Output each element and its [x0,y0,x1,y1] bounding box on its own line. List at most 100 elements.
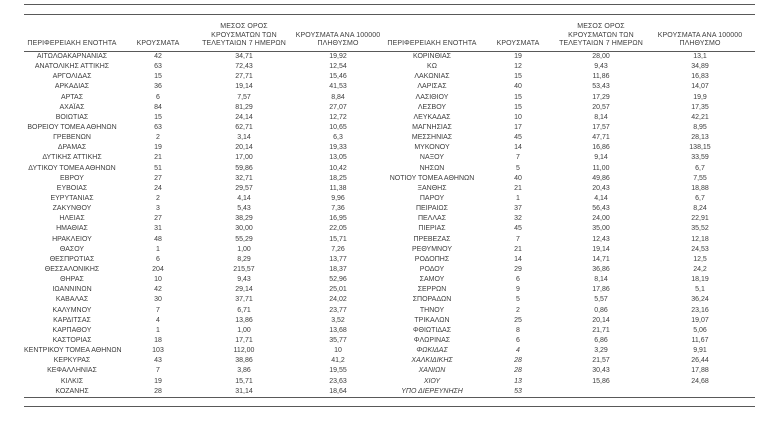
header-avg7-line3: ΤΕΛΕΥΤΑΙΩΝ 7 ΗΜΕΡΩΝ [202,40,286,48]
header-per100k-line1: ΚΡΟΥΣΜΑΤΑ ΑΝΑ 100000 [657,31,743,39]
region-name-cell: ΦΩΚΙΔΑΣ [416,347,448,355]
avg7-cell: 6,71 [237,306,251,314]
per100k-cell: 16,95 [329,215,347,223]
cases-cell: 24 [154,184,162,192]
avg7-cell: 20,14 [592,316,610,324]
region-name-cell: ΚΕΦΑΛΛΗΝΙΑΣ [47,367,97,375]
header-per100k-line2: ΠΛΗΘΥΣΜΟ [679,40,721,48]
avg7-cell: 9,14 [594,154,608,162]
avg7-cell: 8,14 [594,113,608,121]
cases-cell: 19 [154,377,162,385]
per100k-cell: 19,9 [693,93,707,101]
cases-cell: 10 [154,276,162,284]
region-name-cell: ΚΕΡΚΥΡΑΣ [53,357,91,365]
avg7-cell: 36,86 [592,265,610,273]
region-name-cell: ΦΛΩΡΙΝΑΣ [413,336,451,344]
region-name-cell: ΚΕΝΤΡΙΚΟΥ ΤΟΜΕΑ ΑΘΗΝΩΝ [24,347,122,355]
header-avg7-right: ΜΕΣΟΣ ΟΡΟΣ ΚΡΟΥΣΜΑΤΩΝ ΤΩΝ ΤΕΛΕΥΤΑΙΩΝ 7 Η… [556,23,646,51]
avg7-cell: 3,14 [237,134,251,142]
region-name-cell: ΠΕΛΛΑΣ [417,215,447,223]
per100k-cell: 19,07 [691,316,709,324]
per100k-cell: 6,7 [695,164,705,172]
avg7-cell: 37,71 [235,296,253,304]
cases-cell: 2 [156,194,160,202]
avg7-cell: 3,86 [237,367,251,375]
header-per100k-left: ΚΡΟΥΣΜΑΤΑ ΑΝΑ 100000 ΠΛΗΘΥΣΜΟ [292,32,384,51]
avg7-cell: 55,29 [235,235,253,243]
region-name-cell: ΡΕΘΥΜΝΟΥ [411,245,452,253]
cases-cell: 15 [154,73,162,81]
header-avg7-line3: ΤΕΛΕΥΤΑΙΩΝ 7 ΗΜΕΡΩΝ [559,40,643,48]
region-name-cell: ΤΗΝΟΥ [419,306,445,314]
per100k-cell: 19,92 [329,53,347,60]
avg7-cell: 15,86 [592,377,610,385]
avg7-cell: 21,71 [592,326,610,334]
header-region-label: ΠΕΡΙΦΕΡΕΙΑΚΗ ΕΝΟΤΗΤΑ [27,40,117,48]
avg7-cell: 9,43 [237,276,251,284]
region-name-cell: ΑΝΑΤΟΛΙΚΗΣ ΑΤΤΙΚΗΣ [34,63,110,71]
per100k-cell: 3,52 [331,316,345,324]
cases-cell: 15 [514,103,522,111]
avg7-cell: 27,71 [235,73,253,81]
cases-cell: 2 [516,306,520,314]
avg7-cell: 3,29 [594,347,608,355]
header-cases-label: ΚΡΟΥΣΜΑΤΑ [496,40,540,48]
avg7-cell: 62,71 [235,123,253,131]
per100k-cell: 18,19 [691,276,709,284]
cases-cell: 15 [514,73,522,81]
region-name-cell: ΛΑΚΩΝΙΑΣ [414,73,450,81]
cases-cell: 7 [516,235,520,243]
cases-cell: 48 [154,235,162,243]
avg7-cell: 28,00 [592,53,610,60]
avg7-cell: 24,14 [235,113,253,121]
cases-cell: 12 [514,63,522,71]
avg7-cell: 29,57 [235,184,253,192]
avg7-cell: 11,86 [592,73,610,81]
region-name-cell: ΠΑΡΟΥ [419,194,445,202]
cases-cell: 204 [152,265,164,273]
region-name-cell: ΗΡΑΚΛΕΙΟΥ [52,235,92,243]
region-name-cell: ΠΡΕΒΕΖΑΣ [413,235,451,243]
avg7-cell: 56,43 [592,205,610,213]
region-name-cell: ΖΑΚΥΝΘΟΥ [52,205,92,213]
cases-cell: 45 [514,134,522,142]
avg7-cell: 8,14 [594,276,608,284]
region-name-cell: ΒΟΙΩΤΙΑΣ [55,113,89,121]
regional-covid-cases-table: ΠΕΡΙΦΕΡΕΙΑΚΗ ΕΝΟΤΗΤΑ ΚΡΟΥΣΜΑΤΑ ΜΕΣΟΣ ΟΡΟ… [24,4,755,407]
per100k-cell: 138,15 [689,144,711,152]
avg7-cell: 17,57 [592,123,610,131]
header-region-label: ΠΕΡΙΦΕΡΕΙΑΚΗ ΕΝΟΤΗΤΑ [387,40,477,48]
region-name-cell: ΚΑΡΠΑΘΟΥ [52,326,92,334]
region-name-cell: ΚΟΖΑΝΗΣ [55,387,89,395]
avg7-cell: 32,71 [235,174,253,182]
cases-cell: 10 [514,113,522,121]
per100k-cell: 18,88 [691,184,709,192]
per100k-cell: 35,77 [329,336,347,344]
region-name-cell: ΚΑΣΤΟΡΙΑΣ [52,336,92,344]
per100k-cell: 41,2 [331,357,345,365]
region-name-cell: ΧΙΟΥ [423,377,441,385]
cases-cell: 36 [154,83,162,91]
avg7-cell: 16,86 [592,144,610,152]
per100k-cell: 17,35 [691,103,709,111]
avg7-cell: 24,00 [592,215,610,223]
region-name-cell: ΞΑΝΘΗΣ [417,184,447,192]
cases-cell: 14 [514,144,522,152]
header-avg7-left: ΜΕΣΟΣ ΟΡΟΣ ΚΡΟΥΣΜΑΤΩΝ ΤΩΝ ΤΕΛΕΥΤΑΙΩΝ 7 Η… [196,23,292,51]
per100k-cell: 14,07 [691,83,709,91]
avg7-cell: 19,14 [235,83,253,91]
avg7-cell: 14,71 [592,255,610,263]
avg7-cell: 5,57 [594,296,608,304]
region-name-cell: ΚΩ [427,63,437,71]
per100k-cell: 23,16 [691,306,709,314]
region-name-cell: ΕΥΡΥΤΑΝΙΑΣ [50,194,94,202]
per100k-cell: 11,38 [329,184,347,192]
per100k-cell: 12,54 [329,63,347,71]
region-name-cell: ΘΑΣΟΥ [59,245,85,253]
avg7-cell: 30,43 [592,367,610,375]
per100k-cell: 19,55 [329,367,347,375]
region-name-cell: ΔΥΤΙΚΗΣ ΑΤΤΙΚΗΣ [42,154,102,162]
region-name-cell: ΦΘΙΩΤΙΔΑΣ [412,326,452,334]
per100k-cell: 13,68 [329,326,347,334]
per100k-cell: 23,77 [329,306,347,314]
